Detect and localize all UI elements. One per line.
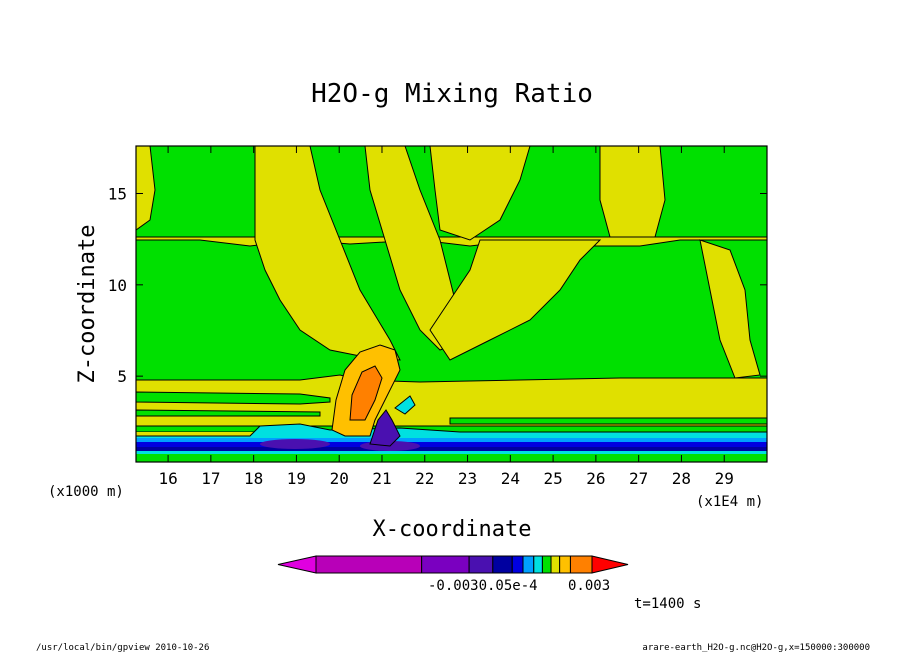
x-tick-label: 21 bbox=[372, 469, 391, 488]
colorbar-segment bbox=[468, 555, 494, 574]
y-tick-label: 5 bbox=[117, 367, 127, 386]
x-tick-label: 22 bbox=[415, 469, 434, 488]
x-axis-ticks: 16 17 18 19 20 21 22 23 24 25 26 27 28 29 bbox=[158, 146, 734, 488]
plot-area: 16 17 18 19 20 21 22 23 24 25 26 27 28 29 5 10 15 bbox=[108, 145, 768, 488]
contour-darkblue-band bbox=[136, 447, 767, 451]
contour-green-bottom bbox=[136, 454, 767, 462]
y-axis-label: Z-coordinate bbox=[75, 225, 100, 384]
x-tick-label: 18 bbox=[244, 469, 263, 488]
x-tick-label: 16 bbox=[158, 469, 177, 488]
contour-cyan-patch bbox=[394, 395, 416, 415]
footer-left: /usr/local/bin/gpview 2010-10-26 bbox=[36, 643, 209, 653]
y-tick-label: 15 bbox=[108, 184, 127, 203]
x-unit-right: (x1E4 m) bbox=[696, 494, 763, 510]
y-tick-label: 10 bbox=[108, 276, 127, 295]
colorbar-segment bbox=[569, 555, 593, 574]
x-tick-label: 27 bbox=[629, 469, 648, 488]
x-tick-label: 26 bbox=[586, 469, 605, 488]
contour-cyan-lower bbox=[136, 451, 767, 454]
colorbar-label-end: 0.003 bbox=[568, 578, 610, 594]
colorbar-segment bbox=[541, 555, 552, 574]
x-axis-label: X-coordinate bbox=[373, 517, 532, 542]
contour-blue-band bbox=[136, 442, 767, 447]
colorbar-arrow-left bbox=[277, 555, 317, 574]
x-tick-label: 19 bbox=[287, 469, 306, 488]
colorbar-segment bbox=[550, 555, 561, 574]
x-tick-label: 29 bbox=[715, 469, 734, 488]
colorbar-segment bbox=[421, 555, 470, 574]
contour-green-strip-3 bbox=[449, 417, 768, 425]
y-axis-ticks: 5 10 15 bbox=[108, 184, 767, 386]
contour-lightblue-band bbox=[136, 438, 767, 442]
colorbar-arrow-right bbox=[591, 555, 629, 574]
chart-title: H2O-g Mixing Ratio bbox=[311, 79, 593, 109]
x-tick-label: 23 bbox=[458, 469, 477, 488]
x-tick-label: 24 bbox=[501, 469, 520, 488]
contour-yellow-edge-right bbox=[699, 239, 761, 379]
x-tick-label: 28 bbox=[672, 469, 691, 488]
colorbar-label: -0.0030.05e-4 bbox=[428, 578, 538, 594]
colorbar bbox=[277, 555, 629, 574]
contour-yellow-plume-4 bbox=[429, 239, 602, 361]
contour-green-strip-1 bbox=[135, 391, 331, 405]
footer-right: arare-earth_H2O-g.nc@H2O-g,x=150000:3000… bbox=[642, 643, 870, 653]
colorbar-segment bbox=[533, 555, 543, 574]
x-tick-label: 17 bbox=[201, 469, 220, 488]
colorbar-segment bbox=[511, 555, 524, 574]
contour-yellow-plume-3 bbox=[429, 145, 531, 241]
colorbar-segment bbox=[559, 555, 571, 574]
x-tick-label: 20 bbox=[330, 469, 349, 488]
colorbar-segment bbox=[522, 555, 535, 574]
contour-dark-core bbox=[369, 409, 401, 447]
colorbar-segment bbox=[315, 555, 423, 574]
plot-frame bbox=[135, 145, 768, 463]
colorbar-segment bbox=[492, 555, 513, 574]
contour-purple-blob-1 bbox=[260, 439, 330, 449]
contour-darkorange-core bbox=[349, 365, 383, 421]
contour-fills bbox=[135, 145, 768, 462]
x-unit-left: (x1000 m) bbox=[48, 484, 124, 500]
x-tick-label: 25 bbox=[543, 469, 562, 488]
time-label: t=1400 s bbox=[634, 596, 701, 612]
contour-yellow-plume-5 bbox=[599, 145, 666, 238]
